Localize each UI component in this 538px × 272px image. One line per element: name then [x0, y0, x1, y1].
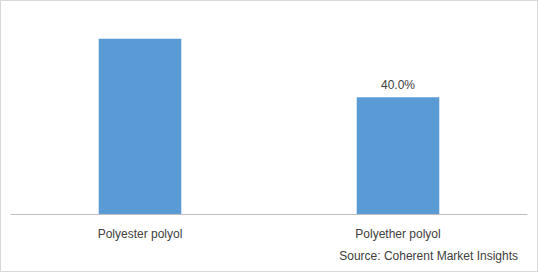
svg-text:Source: Coherent Market Insigh: Source: Coherent Market Insights — [339, 249, 518, 263]
svg-text:Polyester polyol: Polyester polyol — [98, 227, 183, 241]
svg-text:40.0%: 40.0% — [381, 78, 415, 92]
svg-text:Polyether polyol: Polyether polyol — [355, 227, 440, 241]
